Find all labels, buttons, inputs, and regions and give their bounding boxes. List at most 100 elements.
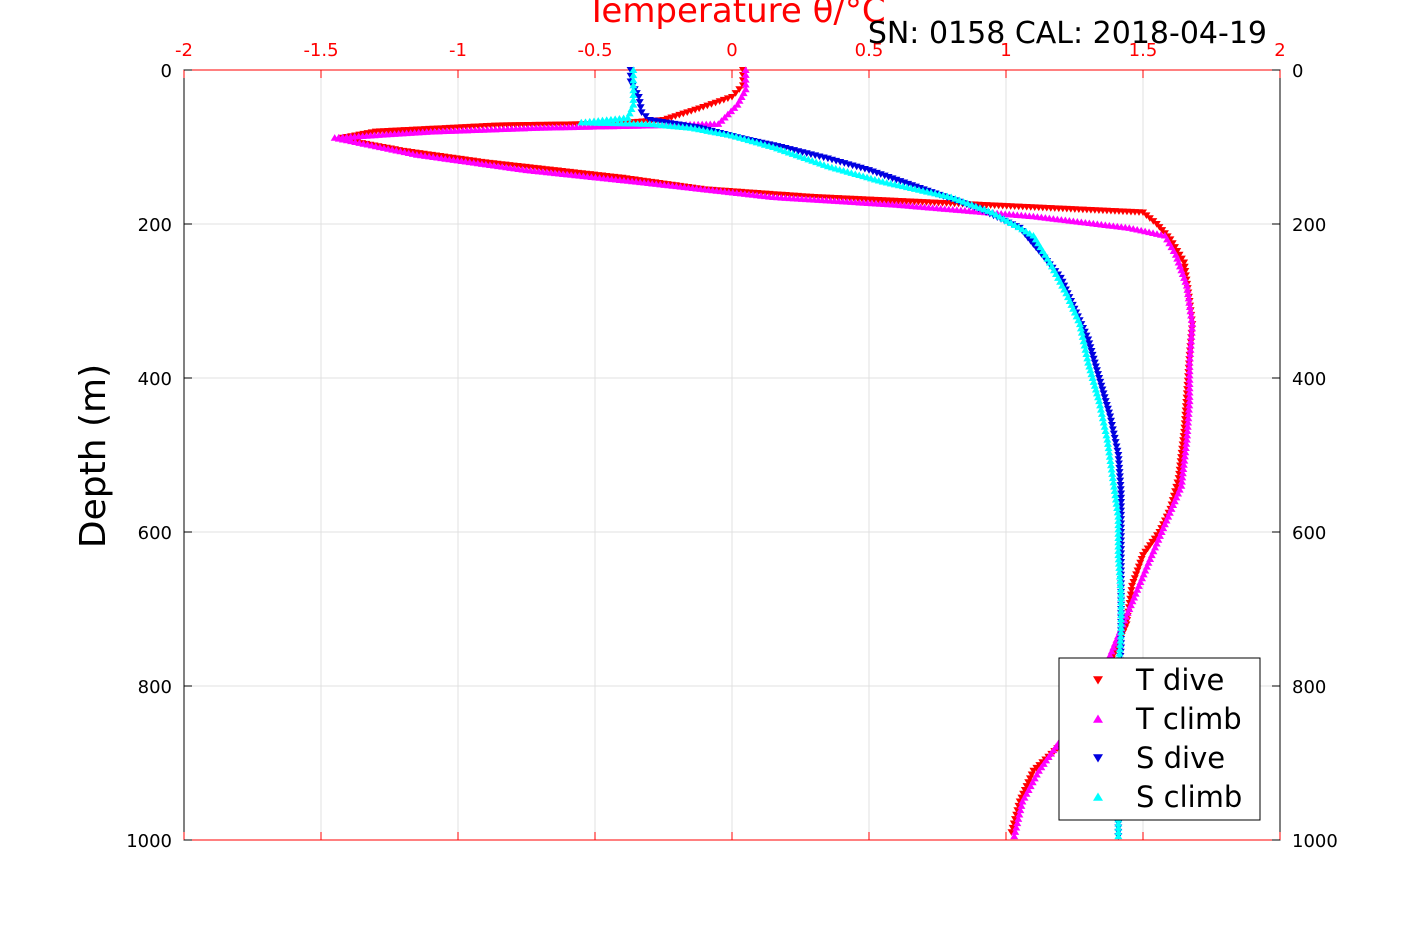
data-point [1115,469,1124,476]
data-point [1090,359,1099,367]
data-point [1185,363,1194,370]
data-point [1115,572,1124,580]
y-tick-label-right: 800 [1292,677,1326,698]
data-point [1080,341,1089,349]
data-point [1187,311,1196,319]
legend-label: S climb [1136,780,1242,814]
data-point [1018,797,1027,805]
data-point [1104,444,1113,452]
data-point [1096,406,1105,413]
data-point [959,198,968,205]
data-point [1179,465,1188,472]
data-point [1116,577,1125,584]
data-point [1183,431,1192,439]
data-point [1086,344,1095,351]
data-point [1184,406,1193,413]
data-point [1185,303,1194,310]
data-point [1003,217,1012,224]
data-point [1115,649,1124,657]
data-point [1117,628,1126,636]
data-point [1114,828,1123,835]
legend-marker [1093,754,1103,763]
data-point [1011,828,1020,835]
data-point [1183,423,1192,430]
data-point [1116,477,1125,485]
data-point [1015,810,1024,818]
y-tick-label-right: 0 [1292,61,1303,82]
data-point [1117,619,1126,627]
data-point [1089,378,1098,385]
data-point [1126,591,1135,599]
data-point [1187,316,1196,323]
data-point [1095,397,1104,405]
data-point [1114,824,1123,831]
data-point [1185,354,1194,362]
data-point [1114,832,1123,840]
data-point [1101,398,1110,405]
data-point [1185,388,1194,396]
data-point [1116,641,1125,648]
data-point [1112,443,1121,451]
data-point [1127,587,1136,594]
top-axis-title: Temperature θ/°C [585,0,885,31]
data-point [1175,251,1184,259]
data-point [963,199,972,207]
data-point [1184,418,1193,426]
legend-label: S dive [1136,741,1225,775]
data-point [1100,423,1109,430]
data-point [1110,483,1119,490]
data-point [1183,427,1192,435]
data-point [1008,824,1017,832]
data-point [1178,473,1187,481]
data-point [1107,461,1116,469]
data-point [1117,499,1126,506]
data-point [1109,430,1118,438]
data-point [1114,513,1123,520]
data-point [1181,444,1190,451]
data-point [1022,783,1031,790]
data-point [1185,371,1194,379]
data-point [1114,452,1123,459]
data-point [1079,337,1088,345]
data-point [635,99,644,106]
data-point [1024,779,1033,786]
data-point [1081,346,1090,353]
data-point [1116,481,1125,489]
x-tick-label: -1.5 [303,40,338,61]
data-point [1099,418,1108,426]
data-point [1106,457,1115,464]
data-point [1173,479,1182,487]
data-point [1117,594,1126,601]
data-point [1101,427,1110,435]
data-point [1117,607,1126,614]
data-point [1102,401,1111,409]
data-point [733,101,742,108]
data-point [641,113,650,120]
data-point [947,193,956,201]
data-point [1184,294,1193,302]
data-point [1180,452,1189,460]
data-point [1087,370,1096,378]
data-point [1082,350,1091,358]
data-point [1087,348,1096,355]
data-point [1117,602,1126,610]
data-point [1172,483,1181,491]
data-point [629,71,638,79]
data-point [1184,410,1193,417]
data-point [1185,393,1194,400]
data-point [1096,401,1105,409]
data-point [1014,815,1023,822]
data-point [1012,823,1021,831]
data-point [1109,478,1118,486]
data-point [1117,490,1126,498]
data-point [1182,436,1191,443]
data-point [992,210,1001,218]
data-point [1102,431,1111,439]
data-point [1020,786,1029,794]
data-point [1025,775,1034,782]
data-point [1110,434,1119,442]
data-point [1108,474,1117,482]
data-point [741,71,750,78]
